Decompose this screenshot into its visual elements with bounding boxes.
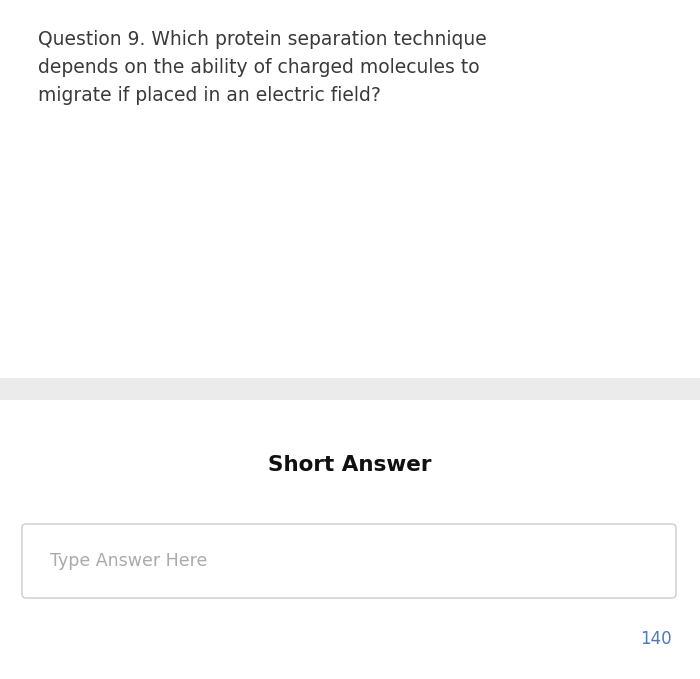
Text: Question 9. Which protein separation technique
depends on the ability of charged: Question 9. Which protein separation tec… [38,30,486,105]
FancyBboxPatch shape [22,524,676,598]
Bar [0,378,700,400]
Text: Type Answer Here: Type Answer Here [50,552,207,570]
Text: Short Answer: Short Answer [268,455,432,475]
Text: 140: 140 [640,630,672,648]
